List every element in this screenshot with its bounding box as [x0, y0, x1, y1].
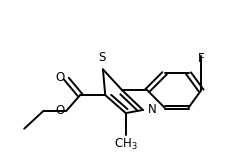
Text: F: F	[198, 52, 204, 65]
Text: O: O	[55, 71, 64, 84]
Text: CH$_3$: CH$_3$	[114, 137, 138, 152]
Text: N: N	[147, 103, 156, 116]
Text: S: S	[98, 51, 106, 64]
Text: O: O	[55, 104, 64, 117]
